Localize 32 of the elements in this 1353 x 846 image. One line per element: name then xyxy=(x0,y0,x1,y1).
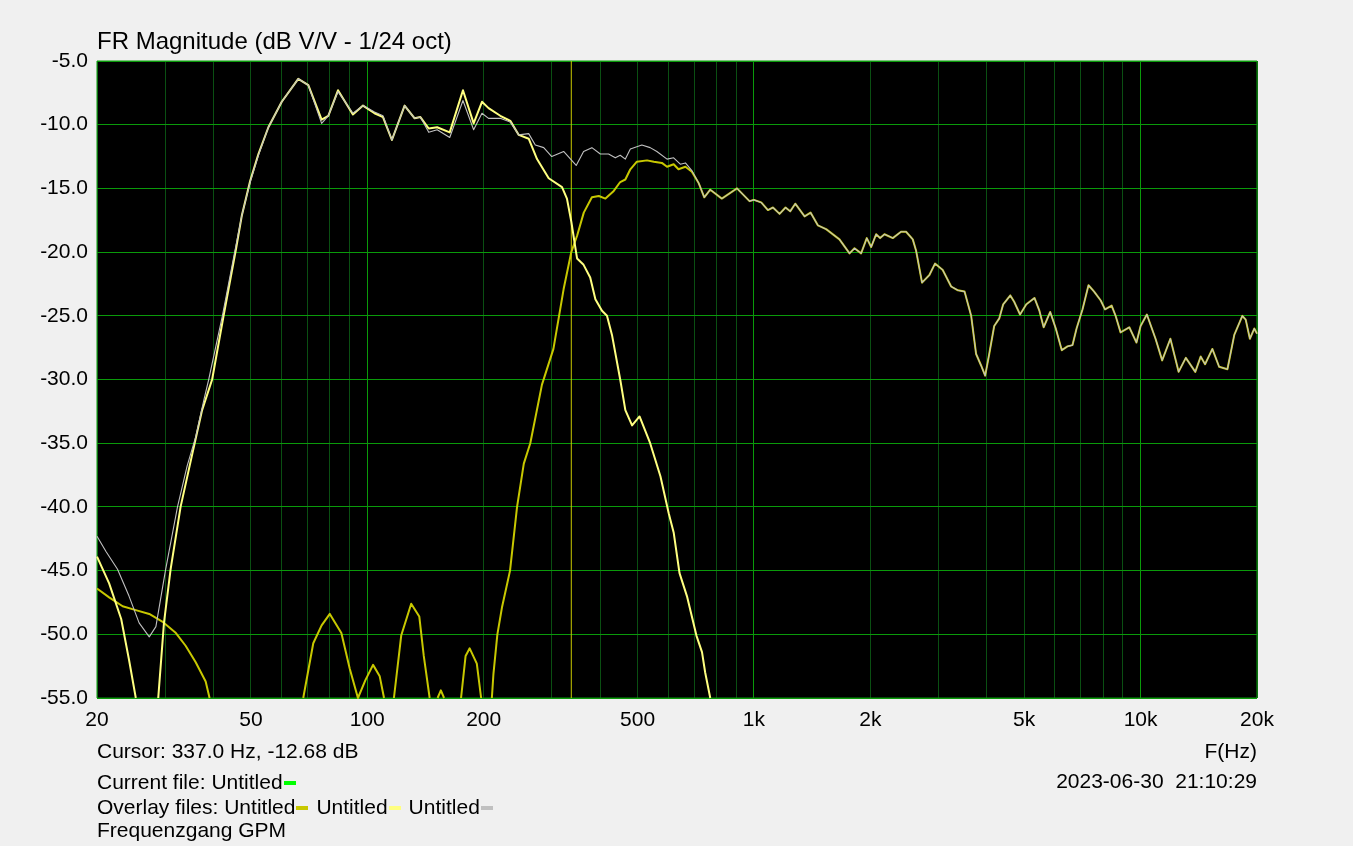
y-tick-label: -30.0 xyxy=(40,366,88,390)
x-tick-label: 2k xyxy=(859,707,882,731)
text: Cursor: 337.0 Hz, -12.68 dB xyxy=(97,739,359,763)
x-tick-label: 50 xyxy=(239,707,263,731)
y-tick-label: -45.0 xyxy=(40,557,88,581)
y-tick-label: -10.0 xyxy=(40,111,88,135)
y-tick-label: -20.0 xyxy=(40,238,88,262)
y-tick-label: -35.0 xyxy=(40,430,88,453)
y-tick-label: -5.0 xyxy=(51,47,88,71)
text: Frequenzgang GPM xyxy=(97,818,287,842)
y-tick-label: -50.0 xyxy=(40,621,88,645)
text: Current file: xyxy=(97,770,207,793)
x-tick-label: 20k xyxy=(1240,707,1275,731)
x-tick-label: 1k xyxy=(742,707,766,731)
legend-label: Untitled xyxy=(316,795,388,818)
x-tick-label: 20 xyxy=(85,707,109,731)
y-tick-label: -55.0 xyxy=(40,684,88,708)
legend-label: Untitled xyxy=(224,795,296,818)
y-tick-label: -15.0 xyxy=(40,175,88,199)
x-tick-label: 500 xyxy=(620,707,656,731)
y-tick-label: -40.0 xyxy=(40,493,88,517)
x-tick-label: 100 xyxy=(349,707,385,731)
text: 2023-06-30 21:10:29 xyxy=(1056,769,1257,793)
legend-label: Untitled xyxy=(211,770,283,793)
text: Overlay files: xyxy=(97,795,220,818)
x-axis-title: F(Hz) xyxy=(1204,739,1257,763)
x-tick-label: 5k xyxy=(1013,707,1036,731)
legend-label: Untitled xyxy=(408,795,480,818)
x-tick-label: 10k xyxy=(1123,707,1159,731)
y-tick-label: -25.0 xyxy=(40,302,88,326)
chart-title: FR Magnitude (dB V/V - 1/24 oct) xyxy=(97,27,452,55)
x-tick-label: 200 xyxy=(466,707,502,731)
